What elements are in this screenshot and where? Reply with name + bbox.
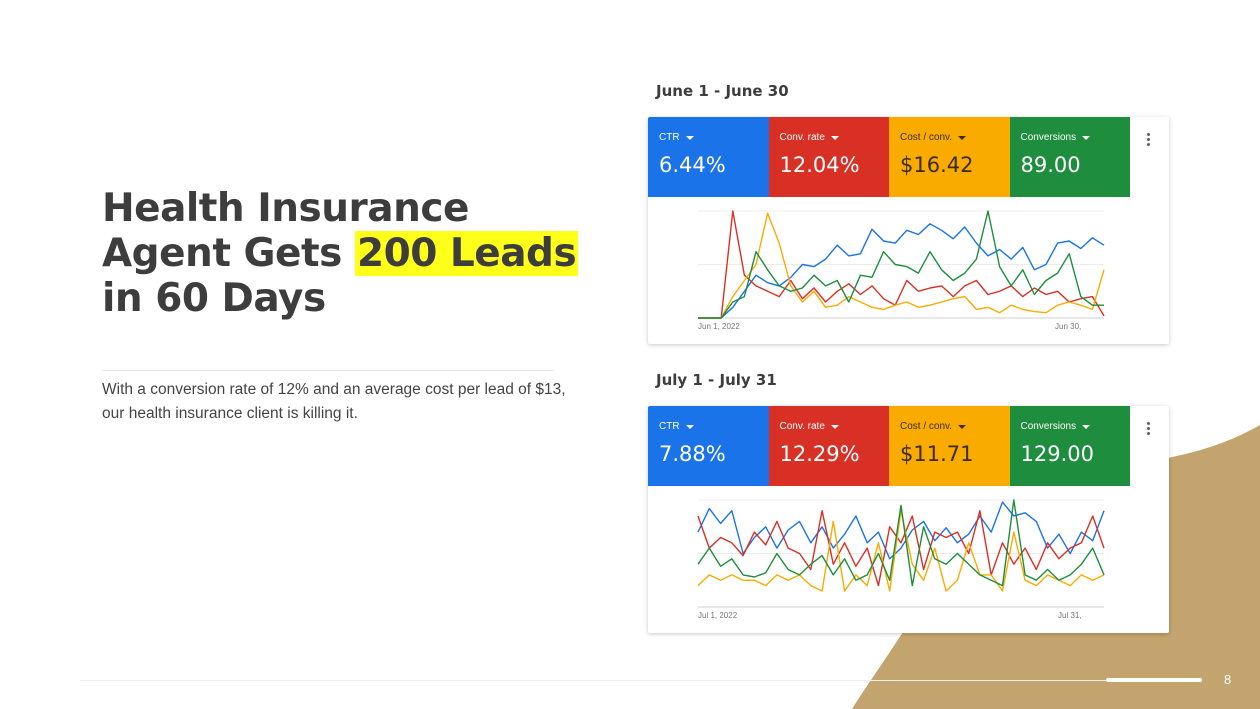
metric-label: Cost / conv. [900,132,953,143]
metric-value: 6.44% [659,153,726,177]
caret-down-icon[interactable] [685,425,694,429]
series-line-red [697,510,1105,587]
headline-highlight: 200 Leads [354,231,579,276]
headline: Health Insurance Agent Gets 200 Leads in… [102,186,622,321]
caret-down-icon[interactable] [830,425,839,429]
x-end-label: Jun 30, [1055,322,1082,331]
metric-label: Conv. rate [779,132,825,143]
period-label-july: July 1 - July 31 [656,371,777,389]
caret-down-icon[interactable] [958,136,967,140]
series-line-green [698,210,1104,319]
metric-label: Conversions [1020,132,1077,143]
metric-label: Cost / conv. [900,421,953,432]
line-chart-july: Jul 1, 2022 Jul 31, [648,486,1169,633]
metric-ctr[interactable]: CTR 6.44% [648,117,769,197]
caret-down-icon[interactable] [830,136,839,140]
series-line-yellow [698,212,1105,319]
headline-line-2-prefix: Agent Gets [102,231,355,276]
metric-conversions[interactable]: Conversions 89.00 [1009,117,1130,197]
page-number: 8 [1224,672,1232,687]
caret-down-icon[interactable] [1082,136,1091,140]
metric-label: Conversions [1020,421,1077,432]
headline-line-1: Health Insurance [102,186,469,231]
line-chart-june: Jun 1, 2022 Jun 30, [648,197,1169,344]
chart-svg [698,210,1105,319]
series-line-yellow [697,510,1105,592]
metric-value: 12.04% [779,153,860,177]
metrics-row: CTR 7.88% Conv. rate 12.29% Cost / conv.… [648,406,1169,486]
headline-line-3: in 60 Days [102,276,326,321]
headline-line-2: Agent Gets 200 Leads [102,231,622,276]
metric-cost-conv[interactable]: Cost / conv. $16.42 [889,117,1010,197]
series-line-blue [698,223,1105,319]
metric-label: Conv. rate [779,421,825,432]
x-start-label: Jul 1, 2022 [698,611,738,620]
metric-label: CTR [659,132,680,143]
x-start-label: Jun 1, 2022 [698,322,740,331]
metric-value: 129.00 [1020,442,1094,466]
metric-value: 12.29% [779,442,860,466]
chart-svg [697,499,1105,608]
x-end-label: Jul 31, [1058,611,1082,620]
metrics-row: CTR 6.44% Conv. rate 12.04% Cost / conv.… [648,117,1169,197]
metric-value: $11.71 [900,442,974,466]
series-line-green [697,499,1105,587]
report-card-june: CTR 6.44% Conv. rate 12.04% Cost / conv.… [648,117,1169,344]
more-options-icon[interactable] [1147,422,1151,435]
body-text: With a conversion rate of 12% and an ave… [102,381,566,422]
metric-conv-rate[interactable]: Conv. rate 12.29% [768,406,889,486]
caret-down-icon[interactable] [685,136,694,140]
metric-label: CTR [659,421,680,432]
metric-cost-conv[interactable]: Cost / conv. $11.71 [889,406,1010,486]
metric-value: 7.88% [659,442,726,466]
more-options-icon[interactable] [1147,133,1151,146]
metric-ctr[interactable]: CTR 7.88% [648,406,769,486]
metric-value: 89.00 [1020,153,1081,177]
series-line-red [698,210,1105,319]
metric-value: $16.42 [900,153,974,177]
caret-down-icon[interactable] [1082,425,1091,429]
caret-down-icon[interactable] [958,425,967,429]
period-label-june: June 1 - June 30 [656,82,789,100]
divider [102,370,554,371]
footer-line [80,680,1200,681]
footer-progress-bar [1106,678,1202,682]
metric-conv-rate[interactable]: Conv. rate 12.04% [768,117,889,197]
metric-conversions[interactable]: Conversions 129.00 [1009,406,1130,486]
report-card-july: CTR 7.88% Conv. rate 12.29% Cost / conv.… [648,406,1169,633]
series-line-blue [697,501,1105,560]
